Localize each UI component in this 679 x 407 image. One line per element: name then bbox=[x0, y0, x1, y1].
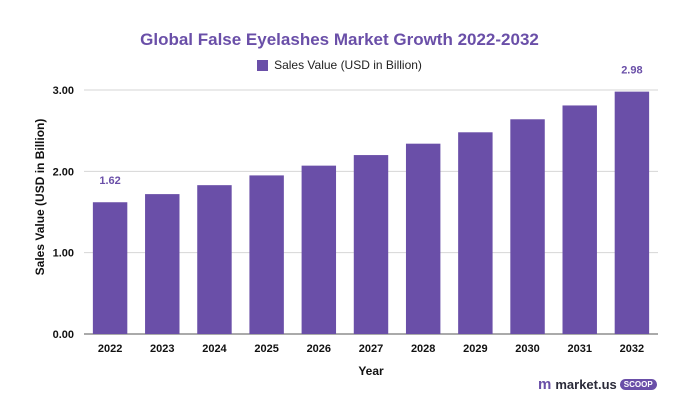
x-axis-label: Year bbox=[358, 364, 384, 378]
y-tick-label: 1.00 bbox=[53, 248, 74, 260]
brand-mark-icon: m bbox=[538, 376, 552, 393]
y-tick-label: 0.00 bbox=[53, 329, 74, 341]
x-tick-label: 2028 bbox=[411, 343, 435, 355]
bar bbox=[405, 143, 441, 334]
y-axis-ticks: 0.00 1.00 2.00 3.00 bbox=[53, 85, 74, 341]
x-axis-ticks: 2022 2023 2024 2025 2026 2027 2028 2029 2030 2031… bbox=[98, 343, 644, 355]
x-tick-label: 2022 bbox=[98, 343, 122, 355]
bar bbox=[301, 165, 337, 334]
data-label: 1.62 bbox=[99, 175, 120, 187]
chart-title: Global False Eyelashes Market Growth 202… bbox=[140, 30, 539, 49]
bar bbox=[614, 91, 650, 334]
data-label: 2.98 bbox=[621, 65, 642, 77]
bar bbox=[353, 155, 389, 334]
bar bbox=[249, 175, 284, 334]
x-tick-label: 2030 bbox=[515, 343, 539, 355]
legend-swatch bbox=[257, 59, 269, 71]
chart-legend: Sales Value (USD in Billion) bbox=[0, 58, 679, 72]
brand-logo: m market.us SCOOP bbox=[538, 376, 657, 393]
y-tick-label: 2.00 bbox=[53, 166, 74, 178]
x-tick-label: 2032 bbox=[620, 343, 644, 355]
x-tick-label: 2027 bbox=[359, 343, 383, 355]
x-tick-label: 2029 bbox=[463, 343, 487, 355]
brand-name: market.us bbox=[555, 377, 617, 392]
bar bbox=[145, 194, 180, 334]
y-tick-label: 3.00 bbox=[53, 85, 74, 97]
brand-badge: SCOOP bbox=[619, 379, 657, 390]
legend-label: Sales Value (USD in Billion) bbox=[274, 58, 422, 72]
bar bbox=[92, 202, 128, 334]
bar bbox=[562, 105, 597, 334]
y-axis-label: Sales Value (USD in Billion) bbox=[33, 119, 47, 276]
data-labels: 1.62 2.98 bbox=[99, 65, 642, 188]
bar bbox=[197, 185, 232, 334]
bar bbox=[510, 119, 545, 334]
x-tick-label: 2023 bbox=[150, 343, 174, 355]
bars bbox=[92, 91, 650, 334]
x-tick-label: 2026 bbox=[307, 343, 331, 355]
bar bbox=[458, 132, 493, 334]
x-tick-label: 2025 bbox=[254, 343, 278, 355]
x-tick-label: 2024 bbox=[202, 343, 227, 355]
x-tick-label: 2031 bbox=[567, 343, 591, 355]
